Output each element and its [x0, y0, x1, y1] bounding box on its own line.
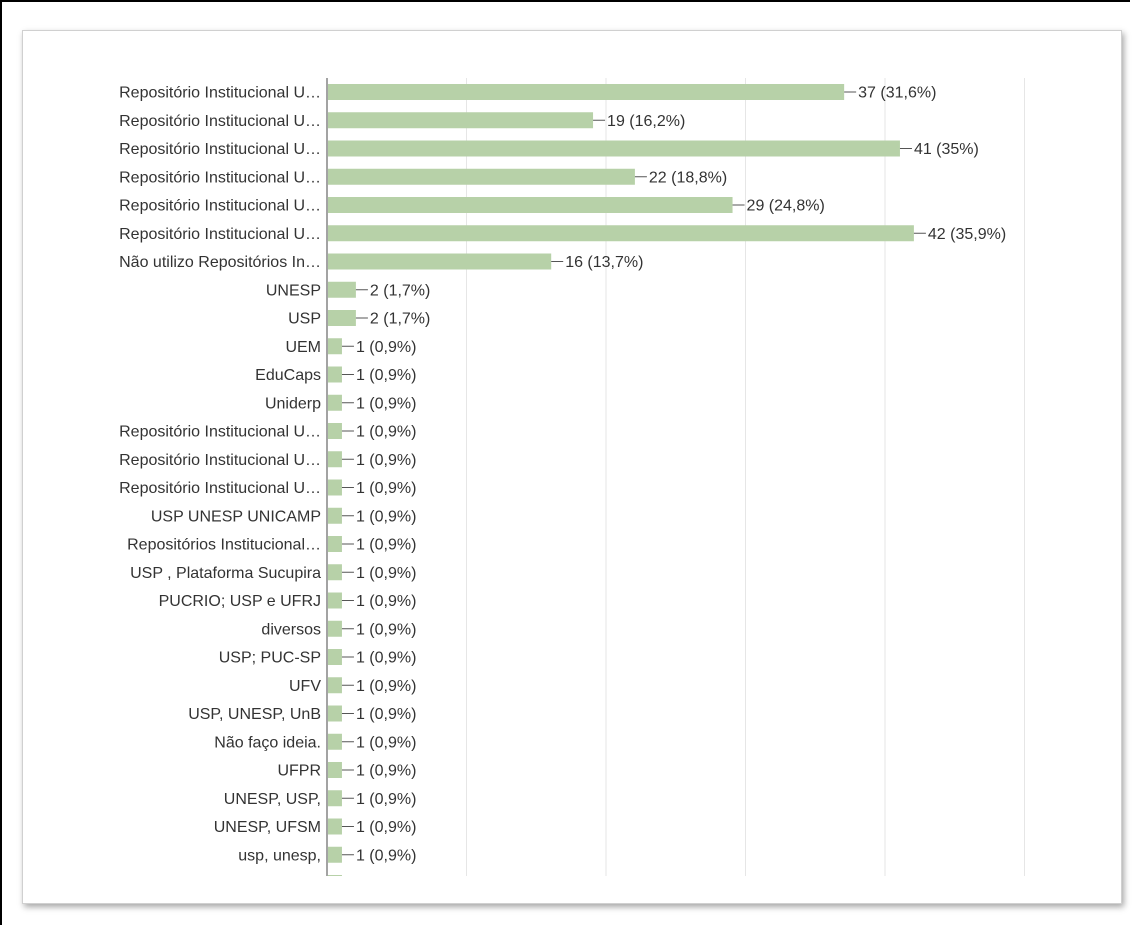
- bar: [328, 423, 342, 439]
- category-label: Repositório Institucional U…: [119, 113, 321, 130]
- bar: [328, 846, 342, 863]
- value-label: 1 (0,9%): [356, 621, 416, 638]
- category-label: Não faço ideia.: [214, 734, 321, 751]
- category-label: Repositório Institucional U…: [119, 452, 321, 469]
- value-label: 1 (0,9%): [356, 395, 416, 412]
- bar: [328, 281, 356, 298]
- value-label: 1 (0,9%): [356, 763, 416, 780]
- bar: [328, 140, 900, 157]
- bar: [328, 479, 342, 496]
- category-label: usp, unesp,: [238, 847, 321, 864]
- value-label: 37 (31,6%): [858, 85, 936, 102]
- category-label: UNESP: [266, 282, 321, 299]
- category-label: Uniderp: [265, 395, 321, 412]
- category-label: Repositório Institucional U…: [119, 169, 321, 186]
- value-label: 19 (16,2%): [607, 113, 685, 130]
- value-label: 29 (24,8%): [747, 198, 825, 215]
- bar: [328, 366, 342, 383]
- value-label: 1 (0,9%): [356, 678, 416, 695]
- bar: [328, 875, 342, 876]
- category-label: UFPR: [277, 763, 321, 780]
- value-label: 1 (0,9%): [356, 480, 416, 497]
- category-label: USP, UNESP, UnB: [188, 706, 321, 723]
- bar: [328, 649, 342, 665]
- value-label: 1 (0,9%): [356, 791, 416, 808]
- bar: [328, 338, 342, 355]
- category-label: UFV: [289, 678, 321, 695]
- bar: [328, 705, 342, 722]
- bar: [328, 790, 342, 807]
- value-label: 2 (1,7%): [370, 282, 430, 299]
- category-label: Repositório Institucional U…: [119, 85, 321, 102]
- bar: [328, 592, 342, 609]
- value-label: 1 (0,9%): [356, 847, 416, 864]
- category-label: USP; PUC-SP: [219, 650, 321, 667]
- bar: [328, 168, 635, 185]
- value-label: 1 (0,9%): [356, 339, 416, 356]
- category-label: USP , Plataforma Sucupira: [130, 565, 321, 582]
- value-label: 1 (0,9%): [356, 565, 416, 582]
- value-label: 1 (0,9%): [356, 819, 416, 836]
- category-label: Repositório Institucional U…: [119, 424, 321, 441]
- category-label: UNESP, UFSM: [214, 819, 321, 836]
- bar: [328, 818, 342, 835]
- bar: [328, 197, 733, 213]
- plot-area: Repositório Institucional U… 37 (31,6%) Re…: [119, 78, 1006, 893]
- value-label: 16 (13,7%): [565, 254, 643, 271]
- value-label: 1 (0,9%): [356, 424, 416, 441]
- category-label: USP: [288, 311, 321, 328]
- bar: [328, 310, 356, 326]
- value-label: 1 (0,9%): [356, 706, 416, 723]
- category-label: USP UNESP UNICAMP: [151, 508, 321, 525]
- value-label: 22 (18,8%): [649, 169, 727, 186]
- bar: [328, 536, 342, 552]
- value-label: 1 (0,9%): [356, 508, 416, 525]
- value-label: 1 (0,9%): [356, 734, 416, 751]
- category-label: Repositórios Institucional…: [127, 537, 321, 554]
- value-label: 42 (35,9%): [928, 226, 1006, 243]
- bar: [328, 677, 342, 694]
- value-label: 1 (0,9%): [356, 593, 416, 610]
- bar: [328, 620, 342, 637]
- value-label: 1 (0,9%): [356, 452, 416, 469]
- category-label: diversos: [261, 621, 321, 638]
- bar: [328, 507, 342, 524]
- bar: [328, 394, 342, 411]
- category-label: EduCaps: [255, 367, 321, 384]
- bar: [328, 451, 342, 468]
- category-label: Repositório Institucional U…: [119, 480, 321, 497]
- value-label: 41 (35%): [914, 141, 979, 158]
- bar: [328, 225, 914, 242]
- category-label: UEM: [285, 339, 321, 356]
- category-label: PUCRIO; USP e UFRJ: [159, 593, 321, 610]
- bar: [328, 733, 342, 750]
- value-label: 1 (0,9%): [356, 537, 416, 554]
- category-label: Repositório Institucional U…: [119, 141, 321, 158]
- category-label: UFSCar: [263, 876, 321, 893]
- category-label: Não utilizo Repositórios In…: [119, 254, 321, 271]
- bar: [328, 564, 342, 581]
- value-label: 1 (0,9%): [356, 876, 416, 893]
- bar: [328, 762, 342, 778]
- category-label: Repositório Institucional U…: [119, 198, 321, 215]
- value-label: 1 (0,9%): [356, 650, 416, 667]
- value-label: 2 (1,7%): [370, 311, 430, 328]
- bar: [328, 112, 594, 129]
- value-label: 1 (0,9%): [356, 367, 416, 384]
- bar: [328, 253, 552, 270]
- bar: [328, 84, 845, 100]
- category-label: UNESP, USP,: [224, 791, 321, 808]
- category-label: Repositório Institucional U…: [119, 226, 321, 243]
